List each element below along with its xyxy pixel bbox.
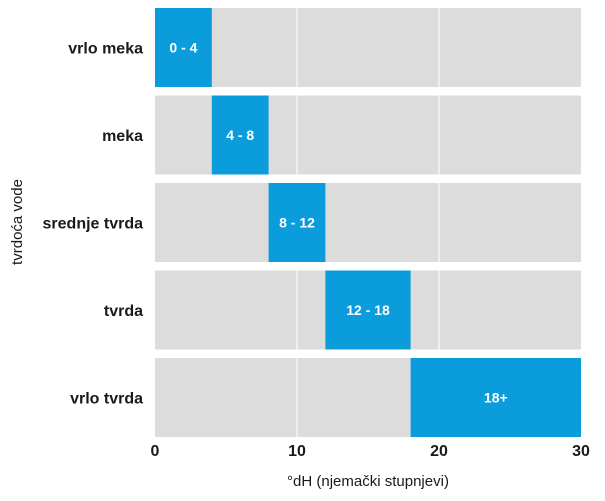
bar-5	[410, 358, 581, 437]
bar-1	[155, 8, 212, 87]
category-label: vrlo tvrda	[70, 391, 143, 408]
category-label: srednje tvrda	[43, 216, 144, 233]
y-axis-title: tvrdoća vode	[9, 179, 26, 265]
background-band	[155, 183, 581, 262]
data-label: 12 - 18	[346, 302, 390, 318]
x-tick-label: 20	[430, 443, 448, 460]
x-tick-label: 30	[572, 443, 590, 460]
x-tick-labels: 0 10 20 30	[151, 443, 590, 460]
bar-2	[211, 95, 269, 175]
x-axis-title: °dH (njemački stupnjevi)	[287, 473, 449, 490]
data-labels: 0 - 4 4 - 8 8 - 12 12 - 18 18+	[169, 40, 507, 406]
category-labels: vrlo meka meka srednje tvrda tvrda vrlo tvrd…	[43, 41, 144, 408]
data-label: 4 - 8	[226, 127, 254, 143]
category-label: vrlo meka	[68, 41, 143, 58]
bar-4	[325, 270, 411, 350]
data-label: 0 - 4	[169, 40, 197, 56]
data-label: 18+	[484, 390, 508, 406]
category-label: tvrda	[104, 303, 143, 320]
category-label: meka	[102, 128, 143, 145]
x-tick-label: 10	[288, 443, 306, 460]
data-label: 8 - 12	[279, 215, 315, 231]
bar-3	[268, 183, 326, 262]
x-tick-label: 0	[151, 443, 160, 460]
background-band	[155, 8, 581, 87]
bars	[155, 8, 581, 437]
